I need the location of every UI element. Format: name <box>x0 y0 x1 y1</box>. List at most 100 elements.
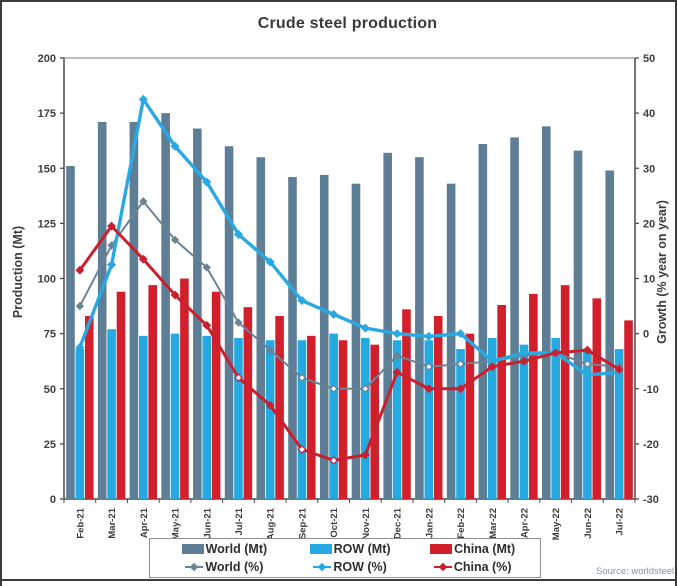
right-axis-title: Growth (% year on year) <box>655 200 669 344</box>
left-tick-label: 75 <box>44 329 56 341</box>
left-tick-label: 150 <box>38 163 56 175</box>
marker-world-Feb-21 <box>75 301 85 311</box>
marker-china-Aug-21 <box>265 400 275 410</box>
bar-chinamt-Aug-21 <box>275 315 284 499</box>
marker-world-May-21 <box>170 235 180 245</box>
legend-label: ROW (%) <box>333 560 387 574</box>
line-china <box>78 224 621 462</box>
left-tick-label: 125 <box>38 218 56 230</box>
left-tick-label: 50 <box>44 384 56 396</box>
marker-china-Mar-22 <box>487 362 497 372</box>
bar-worldmt-May-21 <box>161 113 170 499</box>
marker-world-Feb-22 <box>456 359 465 369</box>
bar-rowmt-May-22 <box>551 338 560 499</box>
china-pct-line-icon <box>433 562 452 572</box>
legend-item-row-pct: ROW (%) <box>289 560 412 574</box>
marker-china-Jul-22 <box>614 365 624 374</box>
legend-item-china-mt: China (Mt) <box>411 542 534 556</box>
month-label: Feb-22 <box>456 508 467 539</box>
bar-rowmt-Oct-21 <box>329 333 338 499</box>
marker-china-Apr-21 <box>138 254 148 264</box>
right-tick-label: -20 <box>643 439 659 451</box>
bar-rowmt-Nov-21 <box>361 338 370 499</box>
bar-chinamt-Sep-21 <box>307 335 316 499</box>
bar-chinamt-May-22 <box>560 285 570 499</box>
bar-worldmt-Mar-21 <box>97 121 107 499</box>
legend-label: China (Mt) <box>454 542 516 556</box>
legend-label: ROW (Mt) <box>333 542 391 556</box>
marker-world-Oct-21 <box>329 384 338 393</box>
month-label: Jan-22 <box>424 508 435 538</box>
month-label: Sep-21 <box>297 507 308 539</box>
bar-chinamt-Dec-21 <box>402 309 411 499</box>
bar-worldmt-Sep-21 <box>288 177 297 499</box>
month-label: Nov-21 <box>361 507 372 539</box>
marker-china-Jun-22 <box>582 345 592 355</box>
month-label: May-21 <box>171 507 182 540</box>
bar-worldmt-Jun-22 <box>573 150 583 500</box>
legend-label: World (Mt) <box>205 542 268 556</box>
month-label: Jun-22 <box>583 508 594 539</box>
bar-worldmt-Mar-22 <box>478 143 488 499</box>
line-world <box>78 200 621 390</box>
marker-world-Jun-22 <box>583 359 592 369</box>
bar-chinamt-Jun-21 <box>211 291 221 499</box>
row-pct-line-icon <box>313 562 332 572</box>
bar-rowmt-Jun-21 <box>202 335 212 499</box>
bar-rowmt-Sep-21 <box>297 340 307 499</box>
bar-worldmt-Jun-21 <box>193 128 202 499</box>
marker-world-Apr-21 <box>139 197 148 206</box>
marker-row-Jun-22 <box>582 370 592 380</box>
right-tick-label: 10 <box>643 274 655 286</box>
bar-worldmt-Feb-22 <box>446 183 456 499</box>
china-mt-swatch-icon <box>430 544 453 554</box>
bar-rowmt-Jun-22 <box>583 351 592 499</box>
line-row <box>78 97 621 377</box>
bar-rowmt-May-21 <box>170 333 180 499</box>
month-label: Mar-21 <box>107 507 118 538</box>
month-label: Jul-21 <box>234 507 245 535</box>
bar-worldmt-Nov-21 <box>351 183 361 499</box>
marker-row-Aug-21 <box>265 257 275 267</box>
marker-world-Nov-21 <box>361 384 370 393</box>
bar-rowmt-Dec-21 <box>392 340 402 499</box>
right-tick-label: -30 <box>643 494 659 506</box>
marker-row-Apr-21 <box>138 94 148 104</box>
source-note: Source: worldsteel <box>596 566 675 577</box>
marker-china-Dec-21 <box>392 367 402 377</box>
bar-chinamt-Jul-22 <box>624 320 633 499</box>
marker-row-Sep-21 <box>297 296 307 306</box>
bar-chinamt-Nov-21 <box>370 344 380 499</box>
bar-worldmt-Feb-21 <box>66 166 75 500</box>
marker-china-Jul-21 <box>234 373 243 383</box>
bar-chinamt-Jul-21 <box>243 307 253 499</box>
marker-world-Jun-21 <box>202 263 211 272</box>
marker-world-Aug-21 <box>266 346 275 355</box>
month-label: Jun-21 <box>202 507 213 538</box>
bar-rowmt-Mar-21 <box>107 329 116 499</box>
left-tick-label: 175 <box>38 108 56 120</box>
right-tick-label: 20 <box>643 218 655 230</box>
marker-row-Apr-22 <box>519 348 529 358</box>
legend-item-world-mt: World (Mt) <box>160 542 289 556</box>
world-mt-swatch-icon <box>181 544 204 554</box>
marker-row-Jul-21 <box>233 229 244 239</box>
marker-china-Oct-21 <box>329 455 339 465</box>
marker-world-Jul-21 <box>234 318 243 327</box>
right-tick-label: 40 <box>643 108 655 120</box>
bar-rowmt-Feb-21 <box>75 349 85 499</box>
marker-row-Mar-21 <box>107 260 117 270</box>
bar-rowmt-Jul-21 <box>234 338 243 499</box>
right-tick-label: 30 <box>643 163 655 175</box>
right-tick-label: 0 <box>643 329 649 341</box>
bar-chinamt-Jun-22 <box>592 298 602 499</box>
bar-worldmt-Apr-22 <box>510 137 519 499</box>
marker-china-Jan-22 <box>424 384 434 394</box>
month-label: Mar-22 <box>488 508 499 539</box>
month-label: Feb-21 <box>75 507 86 538</box>
marker-row-May-21 <box>170 141 180 151</box>
marker-china-Apr-22 <box>519 356 529 366</box>
bar-worldmt-Apr-21 <box>129 121 139 499</box>
